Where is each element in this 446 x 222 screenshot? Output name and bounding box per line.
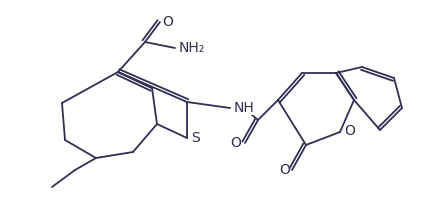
Text: O: O — [344, 124, 355, 138]
Text: S: S — [191, 131, 200, 145]
Text: O: O — [279, 163, 290, 177]
Text: NH: NH — [234, 101, 255, 115]
Text: NH₂: NH₂ — [179, 41, 205, 55]
Text: O: O — [162, 15, 173, 29]
Text: O: O — [230, 136, 241, 150]
